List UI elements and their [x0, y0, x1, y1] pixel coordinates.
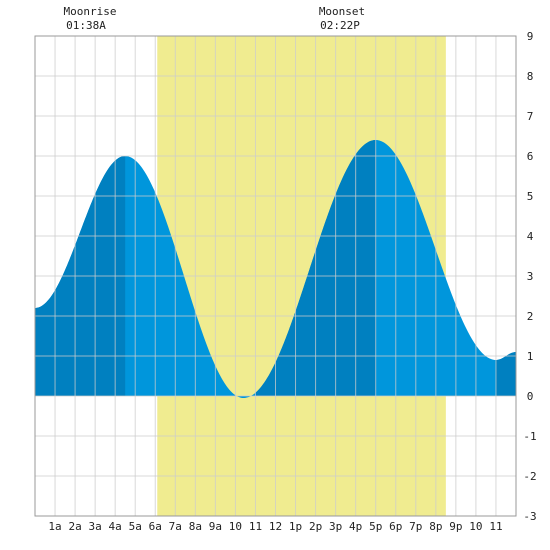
- moonrise-label: Moonrise: [64, 5, 117, 18]
- y-tick-label: 9: [527, 30, 534, 43]
- y-tick-label: 6: [527, 150, 534, 163]
- x-tick-label: 8p: [429, 520, 442, 533]
- y-tick-label: -1: [523, 430, 536, 443]
- x-tick-label: 6a: [149, 520, 162, 533]
- y-tick-label: 2: [527, 310, 534, 323]
- x-tick-label: 9a: [209, 520, 222, 533]
- tide-area-dark-2: [495, 352, 516, 396]
- x-tick-label: 8a: [189, 520, 202, 533]
- x-tick-label: 7p: [409, 520, 422, 533]
- x-tick-label: 4p: [349, 520, 362, 533]
- y-tick-label: -3: [523, 510, 536, 523]
- x-tick-label: 10: [229, 520, 242, 533]
- moonset-time: 02:22P: [320, 19, 360, 32]
- x-tick-label: 6p: [389, 520, 402, 533]
- x-tick-label: 11: [249, 520, 262, 533]
- x-tick-label: 9p: [449, 520, 462, 533]
- x-tick-label: 3a: [89, 520, 102, 533]
- y-tick-label: 4: [527, 230, 534, 243]
- x-tick-label: 7a: [169, 520, 182, 533]
- x-tick-label: 1p: [289, 520, 302, 533]
- x-tick-label: 4a: [109, 520, 122, 533]
- plot-border: [34, 35, 517, 517]
- y-tick-label: 7: [527, 110, 534, 123]
- y-tick-label: 5: [527, 190, 534, 203]
- x-tick-label: 12: [269, 520, 282, 533]
- x-tick-label: 5a: [129, 520, 142, 533]
- y-tick-label: -2: [523, 470, 536, 483]
- y-tick-label: 0: [527, 390, 534, 403]
- x-tick-label: 10: [469, 520, 482, 533]
- x-tick-label: 2a: [68, 520, 81, 533]
- y-tick-label: 8: [527, 70, 534, 83]
- x-tick-label: 5p: [369, 520, 382, 533]
- x-tick-label: 2p: [309, 520, 322, 533]
- x-tick-label: 1a: [48, 520, 61, 533]
- x-tick-label: 3p: [329, 520, 342, 533]
- y-tick-label: 1: [527, 350, 534, 363]
- moonset-label: Moonset: [319, 5, 365, 18]
- y-tick-label: 3: [527, 270, 534, 283]
- moonrise-time: 01:38A: [66, 19, 106, 32]
- x-tick-label: 11: [489, 520, 502, 533]
